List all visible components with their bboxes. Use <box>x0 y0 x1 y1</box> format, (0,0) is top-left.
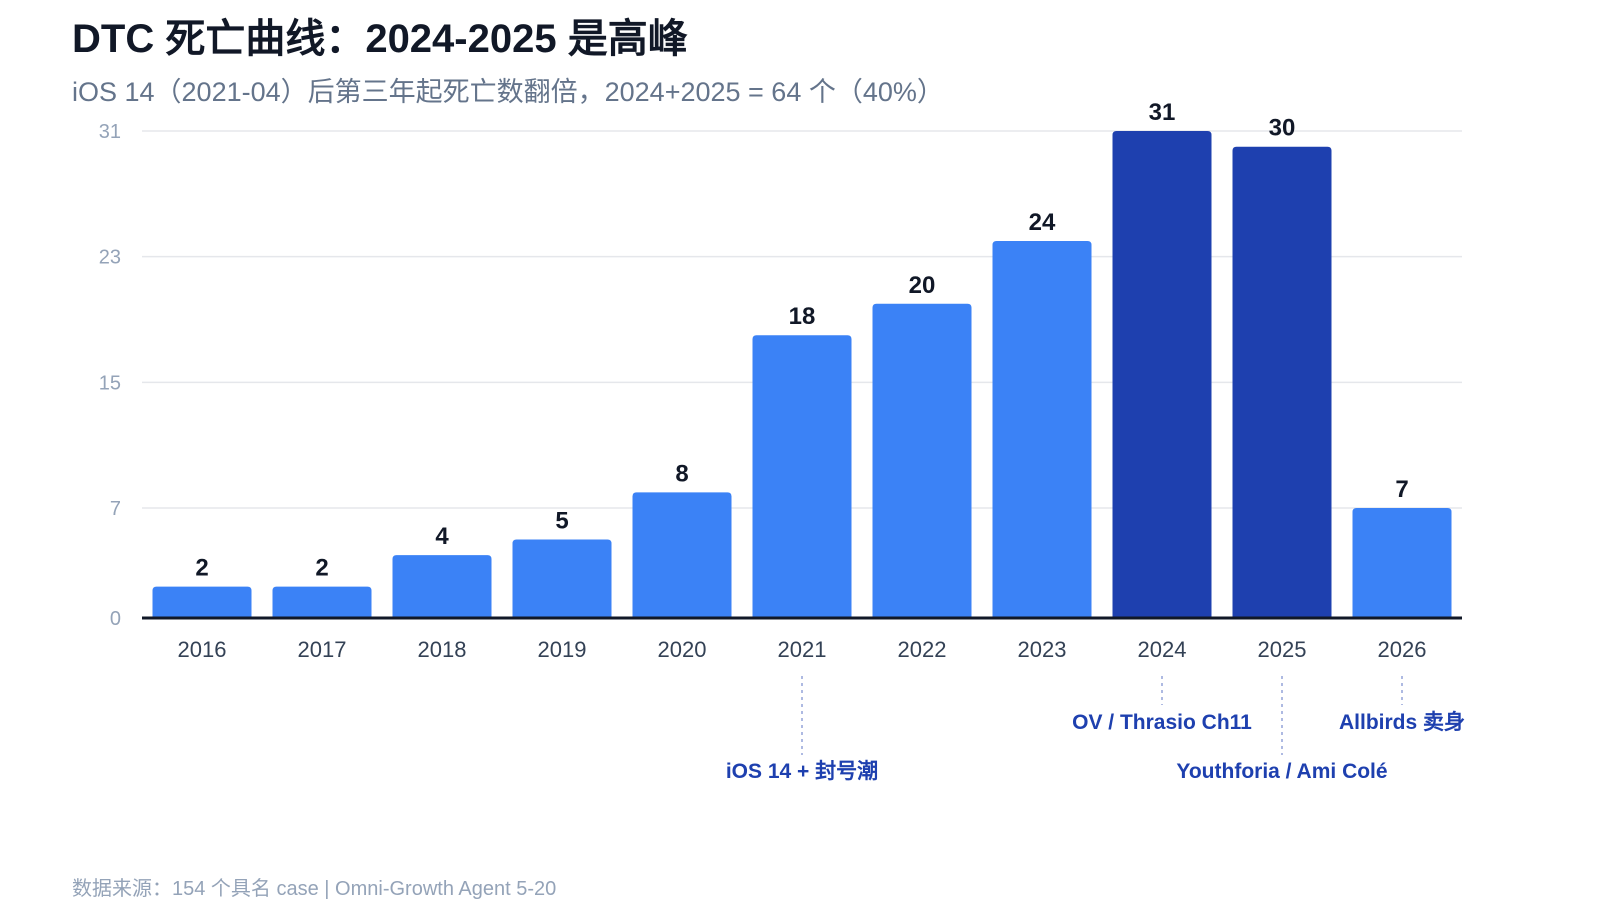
y-tick-label: 31 <box>99 121 121 143</box>
x-tick-label-2024: 2024 <box>1138 637 1187 662</box>
x-tick-label-2021: 2021 <box>778 637 827 662</box>
data-source-note: 数据来源：154 个具名 case | Omni-Growth Agent 5-… <box>72 878 557 900</box>
bar-2019 <box>512 539 612 618</box>
annotation-2026: Allbirds 卖身 <box>1339 710 1465 734</box>
bar-2021 <box>752 335 852 618</box>
annotation-2024: OV / Thrasio Ch11 <box>1072 711 1252 734</box>
bar-value-label-2025: 30 <box>1269 115 1296 142</box>
y-tick-label: 0 <box>110 608 121 630</box>
x-tick-label-2026: 2026 <box>1378 637 1427 662</box>
x-tick-label-2019: 2019 <box>538 637 587 662</box>
bar-2017 <box>272 586 372 618</box>
bar-2024 <box>1112 131 1212 618</box>
chart-subtitle: iOS 14（2021-04）后第三年起死亡数翻倍，2024+2025 = 64… <box>72 77 944 107</box>
bar-value-label-2018: 4 <box>435 523 449 550</box>
bar-value-label-2023: 24 <box>1029 209 1056 236</box>
bar-value-label-2024: 31 <box>1149 99 1176 126</box>
annotation-2021: iOS 14 + 封号潮 <box>726 759 878 783</box>
bar-2022 <box>872 303 972 618</box>
y-tick-label: 23 <box>99 247 121 269</box>
y-tick-label: 15 <box>99 372 121 394</box>
x-tick-label-2022: 2022 <box>898 637 947 662</box>
x-tick-label-2025: 2025 <box>1258 637 1307 662</box>
bar-2018 <box>392 555 492 618</box>
annotation-2025: Youthforia / Ami Colé <box>1176 760 1387 783</box>
bar-2016 <box>152 586 252 618</box>
x-tick-label-2016: 2016 <box>178 637 227 662</box>
x-tick-label-2020: 2020 <box>658 637 707 662</box>
bar-2025 <box>1232 146 1332 619</box>
bar-value-label-2026: 7 <box>1395 476 1408 503</box>
chart-title: DTC 死亡曲线：2024-2025 是高峰 <box>72 17 688 61</box>
bar-2026 <box>1352 508 1452 618</box>
x-tick-label-2023: 2023 <box>1018 637 1067 662</box>
bar-chart: 0 7 15 23 31 2 2016 2 2017 4 2018 5 2019 8 2020 18 2021… <box>99 99 1465 783</box>
y-tick-label: 7 <box>110 498 121 520</box>
bar-2020 <box>632 492 732 618</box>
bar-value-label-2017: 2 <box>315 555 328 582</box>
bar-value-label-2021: 18 <box>789 303 816 330</box>
bar-value-label-2020: 8 <box>675 460 688 487</box>
bar-value-label-2016: 2 <box>195 555 208 582</box>
bar-2023 <box>992 240 1092 618</box>
bar-value-label-2019: 5 <box>555 507 568 534</box>
x-tick-label-2018: 2018 <box>418 637 467 662</box>
x-tick-label-2017: 2017 <box>298 637 347 662</box>
bar-value-label-2022: 20 <box>909 272 936 299</box>
